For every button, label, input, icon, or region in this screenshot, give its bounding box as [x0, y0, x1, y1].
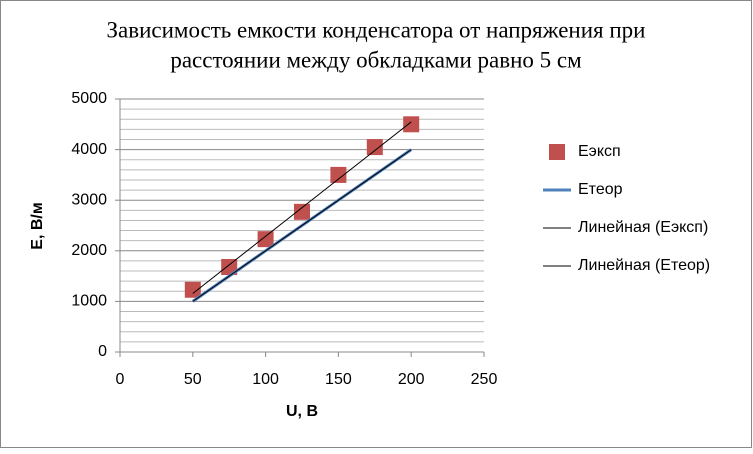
y-tick-label: 0 — [98, 343, 107, 360]
y-axis-label: E, B/м — [29, 202, 46, 249]
y-tick-label: 5000 — [71, 90, 107, 107]
point — [257, 231, 274, 248]
legend-label: Линейная (Етеор) — [578, 257, 710, 274]
x-tick-label: 150 — [325, 371, 352, 388]
trendline — [192, 121, 412, 294]
y-tick-label: 4000 — [71, 141, 107, 158]
y-tick-label: 3000 — [71, 191, 107, 208]
legend-label: Линейная (Еэксп) — [578, 219, 708, 236]
chart-title: расстоянии между обкладками равно 5 см — [170, 47, 582, 72]
point — [184, 281, 201, 298]
x-tick-label: 200 — [398, 371, 425, 388]
x-tick-label: 0 — [116, 371, 125, 388]
chart-title: Зависимость емкости конденсатора от напр… — [106, 17, 645, 42]
point — [221, 258, 238, 275]
point — [294, 203, 310, 220]
legend-label: Етеор — [578, 181, 623, 198]
trendline — [192, 149, 412, 302]
legend-key — [549, 144, 565, 160]
point — [330, 166, 347, 183]
x-tick-label: 250 — [471, 371, 498, 388]
legend-label: Еэксп — [578, 143, 621, 160]
y-tick-label: 2000 — [71, 242, 107, 259]
x-axis-label: U, B — [286, 403, 318, 420]
point — [403, 116, 420, 133]
y-tick-label: 1000 — [71, 293, 107, 310]
x-tick-label: 100 — [252, 371, 279, 388]
point — [366, 139, 383, 156]
x-tick-label: 50 — [184, 371, 202, 388]
